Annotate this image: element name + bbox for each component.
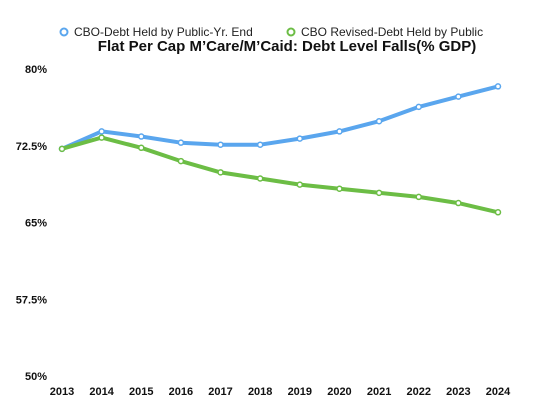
series-line-1 bbox=[60, 84, 500, 151]
x-tick-label: 2022 bbox=[406, 386, 430, 398]
data-point bbox=[455, 93, 462, 100]
series-layer bbox=[58, 83, 502, 216]
y-axis-ticks: 80% 72.5% 65% 57.5% 50% bbox=[16, 64, 47, 383]
data-point bbox=[138, 144, 145, 152]
data-point bbox=[455, 199, 462, 207]
data-point bbox=[256, 175, 264, 182]
series-line-2 bbox=[60, 135, 500, 215]
data-point bbox=[138, 133, 145, 140]
legend-label-series-1: CBO-Debt Held by Public-Yr. End bbox=[74, 25, 253, 39]
data-point bbox=[217, 141, 224, 148]
legend-item-series-1: CBO-Debt Held by Public-Yr. End bbox=[59, 25, 253, 39]
data-point bbox=[177, 139, 185, 146]
data-point bbox=[336, 185, 343, 192]
x-tick-label: 2014 bbox=[89, 386, 114, 398]
x-tick-label: 2017 bbox=[208, 386, 232, 398]
data-point bbox=[58, 145, 66, 153]
data-point bbox=[256, 141, 264, 148]
chart-title: Flat Per Cap M’Care/M’Caid: Debt Level F… bbox=[98, 38, 476, 55]
x-tick-label: 2021 bbox=[367, 386, 391, 398]
x-tick-label: 2018 bbox=[248, 386, 272, 398]
x-tick-label: 2016 bbox=[169, 386, 193, 398]
legend: CBO-Debt Held by Public-Yr. End CBO Revi… bbox=[59, 25, 483, 39]
data-point bbox=[296, 181, 304, 188]
data-point bbox=[375, 117, 383, 125]
data-point bbox=[494, 209, 502, 216]
y-tick-label: 57.5% bbox=[16, 294, 47, 306]
x-tick-label: 2015 bbox=[129, 386, 153, 398]
data-point bbox=[217, 169, 224, 176]
x-tick-label: 2013 bbox=[50, 386, 74, 398]
data-point bbox=[415, 103, 422, 111]
legend-label-series-2: CBO Revised-Debt Held by Public bbox=[301, 25, 483, 39]
data-point bbox=[296, 135, 304, 142]
data-point bbox=[494, 83, 502, 90]
data-point bbox=[375, 189, 383, 197]
y-tick-label: 65% bbox=[25, 218, 47, 230]
x-tick-label: 2019 bbox=[288, 386, 312, 398]
legend-marker-series-1 bbox=[59, 27, 69, 37]
y-tick-label: 50% bbox=[25, 371, 47, 383]
x-axis-ticks: 2013 2014 2015 2016 2017 2018 2019 2020 2021 2022… bbox=[50, 386, 511, 398]
y-tick-label: 72.5% bbox=[16, 141, 47, 153]
series-1 bbox=[58, 83, 502, 153]
x-tick-label: 2024 bbox=[486, 386, 511, 398]
y-tick-label: 80% bbox=[25, 64, 47, 76]
x-tick-label: 2023 bbox=[446, 386, 470, 398]
data-point bbox=[336, 128, 343, 135]
legend-item-series-2: CBO Revised-Debt Held by Public bbox=[286, 25, 483, 39]
series-2 bbox=[58, 134, 502, 216]
data-point bbox=[177, 157, 185, 165]
data-point bbox=[415, 193, 422, 201]
data-point bbox=[98, 134, 105, 141]
data-point bbox=[98, 128, 105, 135]
legend-marker-series-2 bbox=[286, 27, 296, 37]
x-tick-label: 2020 bbox=[327, 386, 351, 398]
